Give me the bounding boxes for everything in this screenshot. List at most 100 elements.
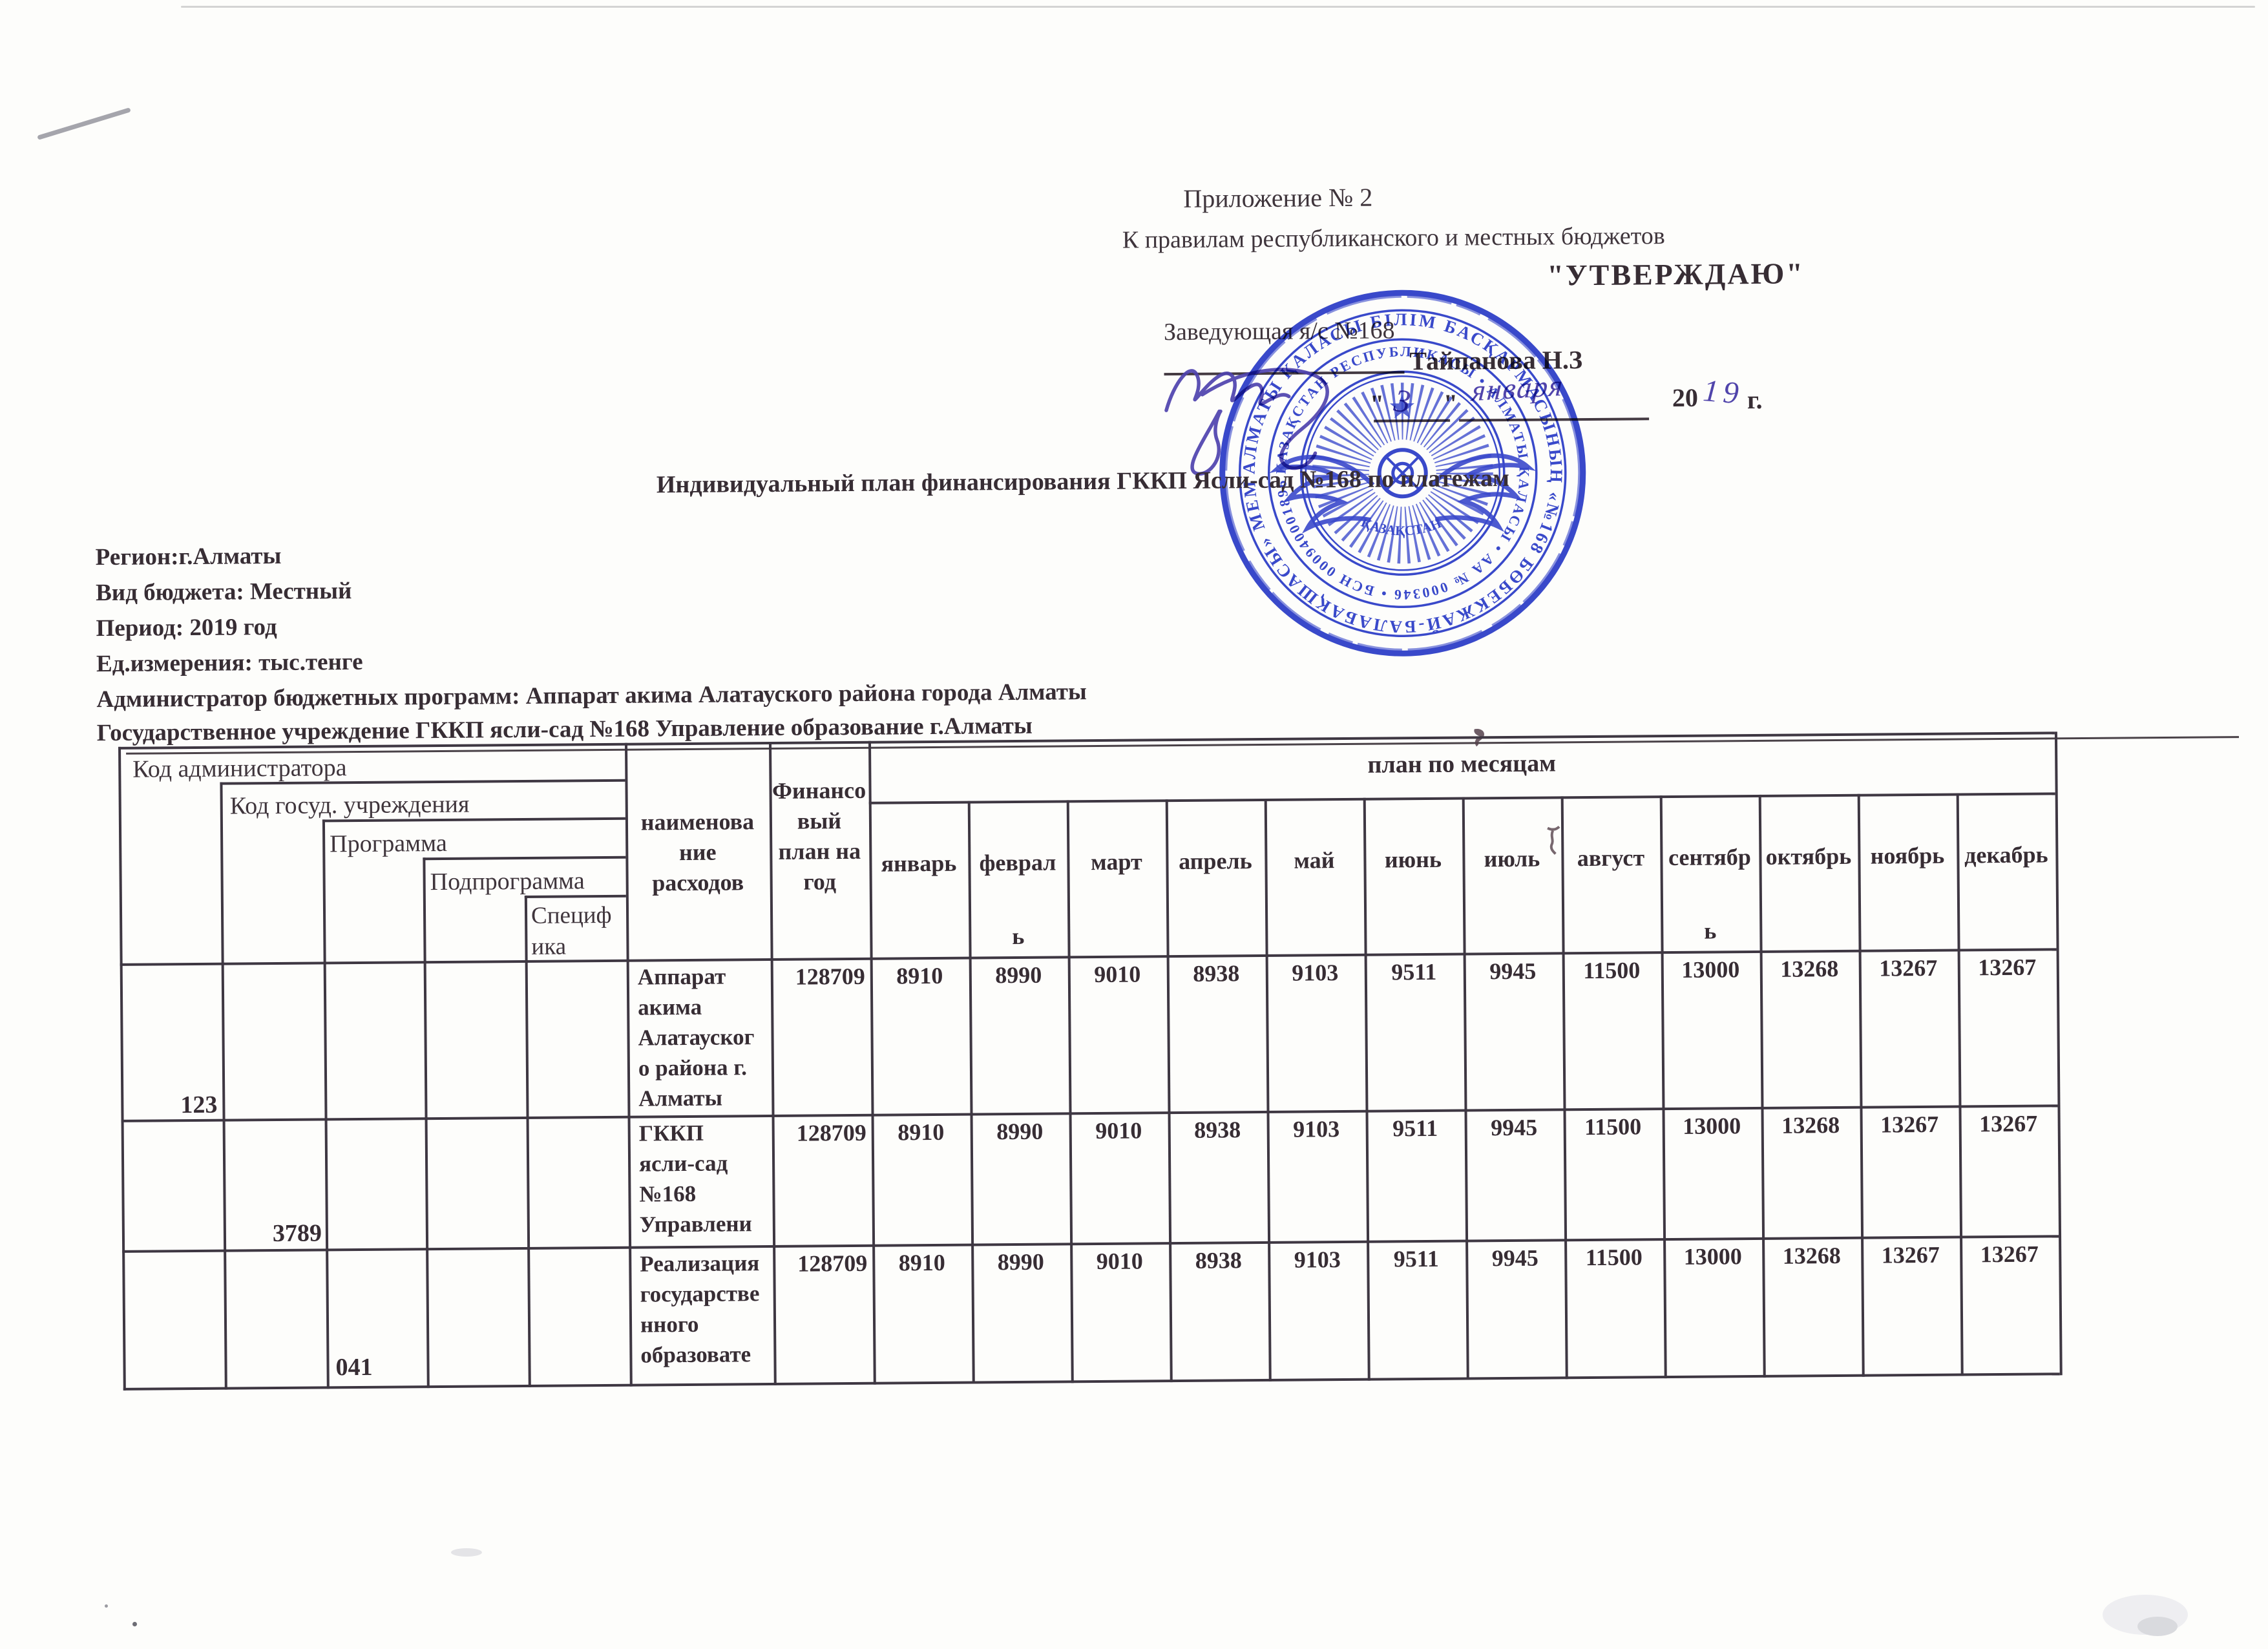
- month-divider-5: [1363, 797, 1370, 1381]
- month-label-september-line2: ь: [1704, 918, 1717, 944]
- row1-value-mar: 9010: [1094, 961, 1141, 988]
- row2-value-jan: 8910: [898, 1119, 945, 1146]
- ink-mark-above-july: [1547, 825, 1560, 855]
- row1-value-feb: 8990: [995, 961, 1042, 989]
- row3-name-line2: государстве: [640, 1281, 760, 1307]
- month-divider-6: [1462, 797, 1469, 1380]
- row3-value-jan: 8910: [898, 1249, 945, 1276]
- month-divider-10: [1857, 793, 1865, 1377]
- header-expense-name-line2: ние: [678, 839, 717, 866]
- row2-year-plan: 128709: [796, 1119, 866, 1146]
- month-divider-9: [1758, 794, 1766, 1378]
- appendix-rules-line: К правилам республиканского и местных бю…: [1122, 222, 1665, 254]
- col-specifics-left: [524, 895, 531, 1387]
- month-label-february-line1: феврал: [979, 849, 1056, 876]
- col-months-left: [868, 740, 876, 1385]
- row1-value-oct: 13268: [1780, 955, 1839, 982]
- month-label-june: июнь: [1384, 846, 1442, 873]
- month-label-july: июль: [1484, 845, 1540, 872]
- info-region: Регион:г.Алматы: [95, 542, 282, 571]
- row1-name-line3: Алатауског: [638, 1024, 755, 1051]
- row3-value-jun: 9511: [1393, 1245, 1439, 1272]
- row1-value-dec: 13267: [1978, 954, 2037, 981]
- handwritten-year: 19: [1701, 373, 1745, 411]
- row1-name-line2: акима: [638, 994, 702, 1020]
- table-border-right: [2054, 731, 2063, 1376]
- row2-value-dec: 13267: [1979, 1110, 2038, 1137]
- row3-value-feb: 8990: [997, 1248, 1044, 1276]
- header-yearplan-line2: вый: [797, 808, 842, 834]
- month-divider-11: [1956, 793, 1964, 1376]
- row2-value-jul: 9945: [1491, 1114, 1538, 1141]
- step-subprogram-top: [423, 856, 626, 861]
- year-suffix: г.: [1747, 384, 1763, 415]
- row2-value-apr: 8938: [1194, 1117, 1241, 1143]
- row2-name-line2: ясли-сад: [638, 1150, 728, 1177]
- row1-value-jul: 9945: [1489, 958, 1537, 985]
- month-label-may: май: [1294, 847, 1335, 874]
- month-divider-8: [1659, 795, 1667, 1379]
- row3-name-line1: Реализация: [640, 1250, 760, 1277]
- row1-name-line4: о района г.: [638, 1055, 748, 1081]
- row3-value-jul: 9945: [1491, 1245, 1538, 1272]
- row2-name-line1: ГККП: [638, 1120, 704, 1146]
- row2-name-line3: №168: [639, 1181, 697, 1207]
- header-yearplan-line4: год: [803, 868, 837, 895]
- official-stamp: АЛМАТЫ ҚАЛАСЫ БІЛІМ БАСҚАРМАСЫНЫҢ «№168 …: [1219, 289, 1586, 656]
- header-program: Программа: [330, 829, 447, 858]
- row2-value-aug: 11500: [1584, 1113, 1642, 1140]
- col-subprogram-left: [423, 857, 430, 1389]
- row2-value-sep: 13000: [1683, 1113, 1741, 1139]
- month-divider-2: [1066, 800, 1074, 1383]
- info-budget-type: Вид бюджета: Местный: [95, 578, 352, 607]
- row1-value-jan: 8910: [896, 962, 943, 989]
- header-expense-name-line3: расходов: [652, 869, 744, 896]
- appendix-number: Приложение № 2: [1183, 182, 1373, 213]
- month-divider-7: [1560, 796, 1568, 1380]
- row2-value-may: 9103: [1293, 1116, 1340, 1142]
- row1-value-nov: 13267: [1879, 954, 1938, 982]
- header-expense-name-line1: наименова: [640, 808, 755, 835]
- stamp-emblem: ҚАЗАҚСТАН: [1277, 383, 1529, 564]
- row3-value-oct: 13268: [1782, 1242, 1841, 1269]
- col-org-left: [220, 782, 227, 1390]
- row2-value-mar: 9010: [1095, 1117, 1142, 1144]
- header-yearplan-line1: Финансо: [772, 777, 866, 804]
- row3-value-sep: 13000: [1683, 1243, 1742, 1270]
- row2-value-nov: 13267: [1880, 1111, 1939, 1138]
- row1-name-line5: Алматы: [638, 1085, 723, 1111]
- row2-value-oct: 13268: [1781, 1111, 1840, 1139]
- col-program-left: [322, 819, 330, 1389]
- month-label-september-line1: сентябр: [1668, 844, 1752, 871]
- row1-year-plan: 128709: [795, 963, 865, 990]
- row1-name-line1: Аппарат: [637, 963, 726, 990]
- row2-name-line4: Управлени: [639, 1211, 752, 1237]
- header-specifics-line1: Специф: [530, 901, 612, 929]
- month-label-october: октябрь: [1765, 843, 1852, 870]
- row3-value-aug: 11500: [1585, 1244, 1643, 1271]
- row3-name-line3: нного: [640, 1311, 699, 1338]
- row1-value-jun: 9511: [1391, 958, 1437, 985]
- month-label-november: ноябрь: [1870, 842, 1945, 869]
- row3-value-may: 9103: [1294, 1246, 1341, 1273]
- row1-admin-code: 123: [180, 1091, 218, 1119]
- scan-speck-2: [105, 1604, 108, 1608]
- row1-value-aug: 11500: [1583, 957, 1641, 984]
- month-divider-1: [967, 801, 975, 1384]
- header-months-group: план по месяцам: [1367, 750, 1557, 779]
- row2-org-code: 3789: [272, 1219, 322, 1248]
- header-org-code: Код госуд. учреждения: [229, 790, 470, 820]
- month-label-april: апрель: [1179, 848, 1252, 875]
- month-label-february-line2: ь: [1012, 923, 1025, 950]
- month-divider-3: [1165, 799, 1173, 1383]
- row3-value-mar: 9010: [1096, 1248, 1143, 1275]
- month-label-march: март: [1091, 848, 1142, 876]
- month-label-january: январь: [881, 850, 957, 877]
- row3-program-code: 041: [335, 1353, 373, 1381]
- row3-value-nov: 13267: [1881, 1241, 1940, 1268]
- row3-name-line4: образовате: [640, 1341, 751, 1368]
- stamp-rings: [1219, 289, 1586, 656]
- row2-value-jun: 9511: [1392, 1115, 1438, 1142]
- info-period: Период: 2019 год: [96, 613, 277, 642]
